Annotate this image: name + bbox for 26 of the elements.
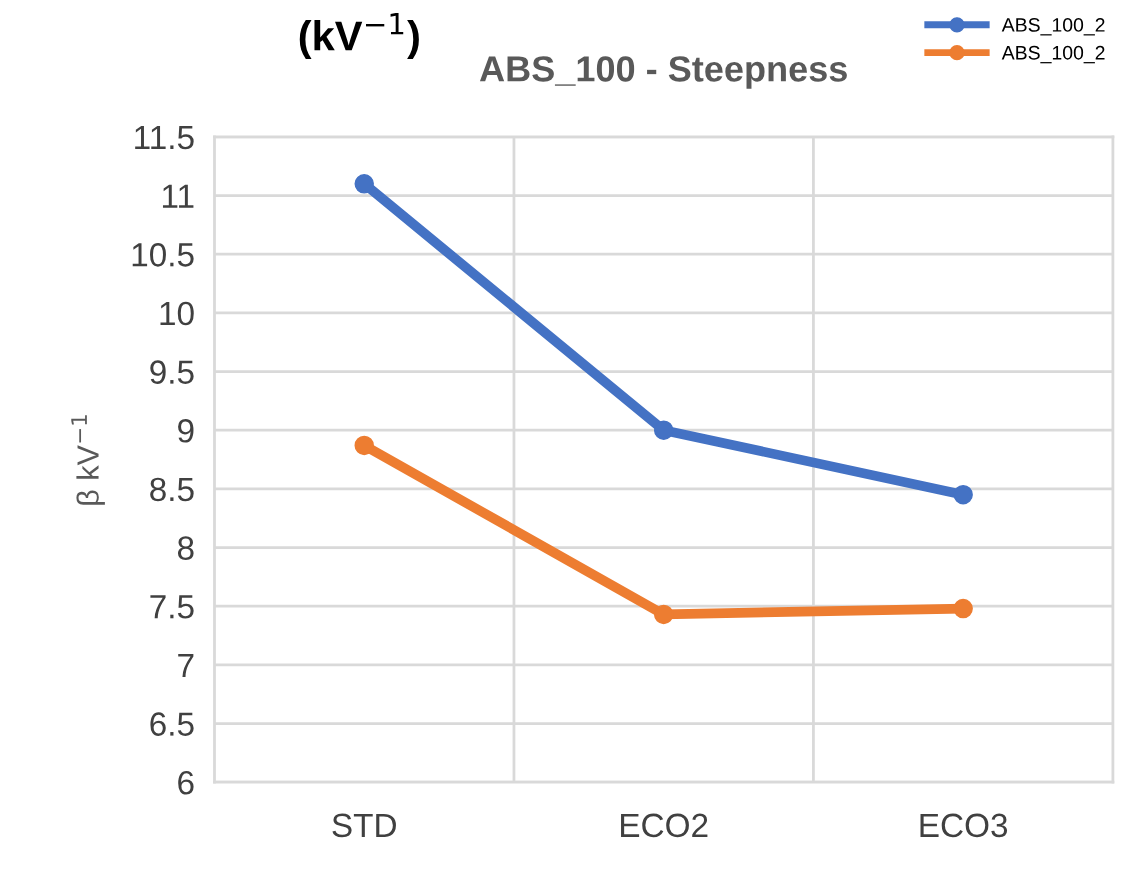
y-tick-label: 8.5 [150, 477, 194, 502]
y-tick-label: 9 [178, 419, 194, 443]
point [354, 435, 374, 456]
y-tick-label: 6 [178, 770, 194, 795]
x-tick-label: ECO3 [920, 813, 1008, 838]
legend-label: ABS_100_2 [1001, 45, 1105, 64]
point [354, 174, 374, 194]
y-tick-label: 11.5 [135, 126, 194, 150]
y-tick-label: 7.5 [150, 595, 194, 619]
y-axis-title: β kV$^{−1}$ [71, 415, 105, 505]
x-tick-label: STD [332, 813, 396, 838]
y-tick-label: 7 [178, 654, 194, 677]
legend-label: ABS_100_2 [1001, 18, 1105, 36]
point [653, 604, 674, 625]
y-tick-label: 8 [177, 536, 194, 560]
point [653, 420, 674, 440]
y-tick-label: 9.5 [150, 360, 194, 384]
text: (kV$^{−1}$) [299, 13, 419, 59]
point [953, 598, 973, 619]
y-tick-label: 10 [160, 301, 194, 326]
y-tick-label: 10.5 [132, 243, 194, 267]
y-tick-label: 11 [162, 184, 194, 208]
point [953, 485, 973, 505]
y-tick-label: 6.5 [150, 712, 194, 736]
chart-title: ABS_100 - Steepness [479, 56, 847, 89]
x-tick-label: ECO2 [621, 813, 708, 838]
